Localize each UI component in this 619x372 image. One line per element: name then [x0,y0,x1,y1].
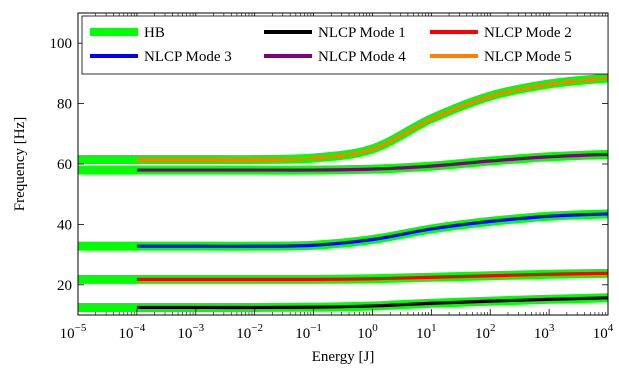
legend-label-6: NLCP Mode 5 [484,49,572,65]
legend-label-1: HB [144,25,165,41]
y-tick-label: 100 [50,36,73,52]
x-tick-label: 102 [475,322,496,342]
tick-layer: 10−5 10−4 10−3 10−2 10−1 100 101 102 103 104 20 40 6… [50,13,614,342]
y-tick-label: 40 [57,217,72,233]
y-axis-title: Frequency [Hz] [12,117,28,212]
legend-label-2: NLCP Mode 1 [318,25,406,41]
x-tick-label: 10−4 [119,322,146,342]
legend: HB NLCP Mode 1 NLCP Mode 2 NLCP Mode 3 NLCP … [81,15,609,75]
y-tick-label: 60 [57,157,72,173]
x-tick-label: 103 [534,322,555,342]
y-tick-label: 80 [57,97,72,113]
plot-frame [77,12,609,316]
x-tick-label: 10−5 [60,322,87,342]
x-tick-label: 10−3 [177,322,204,342]
nlcp-mode-2-line [136,271,608,282]
nlcp-mode-4-line [136,152,608,172]
x-axis-title: Energy [J] [312,349,375,365]
legend-label-4: NLCP Mode 3 [144,49,232,65]
legend-box [81,15,609,75]
legend-label-3: NLCP Mode 2 [484,25,572,41]
series-layer [78,73,608,312]
x-tick-label: 101 [416,322,437,342]
nlcp-mode-3-line [136,212,608,248]
x-tick-label: 100 [357,322,378,342]
x-tick-label: 10−2 [236,322,263,342]
hb-curve-5 [78,73,608,165]
nlcp-mode-1-line [136,296,608,310]
x-tick-label: 104 [593,322,614,342]
nlcp-mode-5-line [136,76,608,162]
x-tick-label: 10−1 [295,322,322,342]
y-tick-label: 20 [57,278,72,294]
legend-label-5: NLCP Mode 4 [318,49,406,65]
